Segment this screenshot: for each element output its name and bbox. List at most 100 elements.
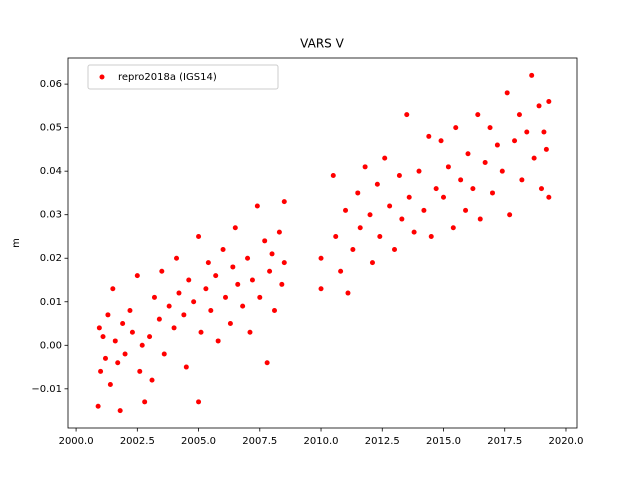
data-point [445, 164, 451, 170]
data-point [112, 338, 118, 344]
data-point [428, 233, 434, 239]
data-point [470, 186, 476, 192]
data-point [147, 334, 153, 340]
data-point [465, 151, 471, 157]
data-point [134, 273, 140, 279]
data-point [396, 173, 402, 179]
data-point [149, 377, 155, 383]
data-point [541, 129, 547, 135]
data-point [183, 364, 189, 370]
data-point [494, 142, 500, 148]
data-point [538, 186, 544, 192]
data-point [245, 255, 251, 261]
x-tick-label: 2017.5 [487, 436, 522, 447]
data-point [421, 207, 427, 213]
data-point [343, 207, 349, 213]
data-point [247, 329, 253, 335]
data-point [115, 360, 121, 366]
data-point [450, 225, 456, 231]
data-point [220, 247, 226, 253]
data-point [512, 138, 518, 144]
data-point [406, 194, 412, 200]
y-axis-label: m [11, 238, 22, 248]
data-point [404, 112, 410, 118]
data-point [489, 190, 495, 196]
data-point [543, 146, 549, 152]
data-point [198, 329, 204, 335]
data-point [105, 312, 111, 318]
data-point [95, 403, 101, 409]
data-point [213, 273, 219, 279]
data-point [159, 268, 165, 274]
data-point [227, 321, 233, 327]
data-point [330, 173, 336, 179]
plot-frame [67, 57, 578, 429]
data-point [377, 233, 383, 239]
data-point [174, 255, 180, 261]
data-point [338, 268, 344, 274]
data-point [254, 203, 260, 209]
data-point [355, 190, 361, 196]
x-tick-label: 2002.5 [120, 436, 155, 447]
data-point [524, 129, 530, 135]
data-point [171, 325, 177, 331]
legend-marker [99, 74, 105, 80]
data-point [281, 260, 287, 266]
data-point [100, 334, 106, 340]
data-point [151, 294, 157, 300]
data-point [257, 294, 263, 300]
data-point [156, 316, 162, 322]
data-point [186, 277, 192, 283]
data-point [345, 290, 351, 296]
x-tick-label: 2000.0 [59, 436, 94, 447]
data-point [504, 90, 510, 96]
data-point [264, 360, 270, 366]
data-point [546, 99, 552, 105]
data-point [507, 212, 513, 218]
data-point [536, 103, 542, 109]
data-point [281, 199, 287, 205]
data-point [223, 294, 229, 300]
data-point [516, 112, 522, 118]
data-point [392, 247, 398, 253]
data-point [230, 264, 236, 270]
data-point [531, 155, 537, 161]
data-point [120, 321, 126, 327]
y-tick-label: 0.05 [40, 123, 62, 134]
data-point [369, 260, 375, 266]
data-point [477, 216, 483, 222]
data-point [453, 125, 459, 131]
data-point [139, 342, 145, 348]
data-point [438, 138, 444, 144]
data-point [110, 286, 116, 292]
data-point [232, 225, 238, 231]
data-point [142, 399, 148, 405]
data-point [519, 177, 525, 183]
data-point [441, 194, 447, 200]
data-point [318, 286, 324, 292]
x-tick-label: 2020.0 [548, 436, 583, 447]
data-point [482, 159, 488, 165]
data-point [98, 368, 104, 374]
data-point [269, 251, 275, 257]
data-point [127, 307, 133, 313]
data-point [411, 229, 417, 235]
x-tick-label: 2005.0 [181, 436, 216, 447]
data-point [137, 368, 143, 374]
x-tick-label: 2010.0 [304, 436, 339, 447]
data-point [191, 299, 197, 305]
data-point [463, 207, 469, 213]
y-tick-label: 0.04 [40, 166, 62, 177]
data-point [102, 355, 108, 361]
y-tick-label: 0.00 [40, 340, 62, 351]
chart-title: VARS V [300, 37, 344, 51]
data-point [208, 307, 214, 313]
x-tick-label: 2015.0 [426, 436, 461, 447]
data-point [475, 112, 481, 118]
data-point [387, 203, 393, 209]
data-point [350, 247, 356, 253]
data-point [487, 125, 493, 131]
data-point [240, 303, 246, 309]
